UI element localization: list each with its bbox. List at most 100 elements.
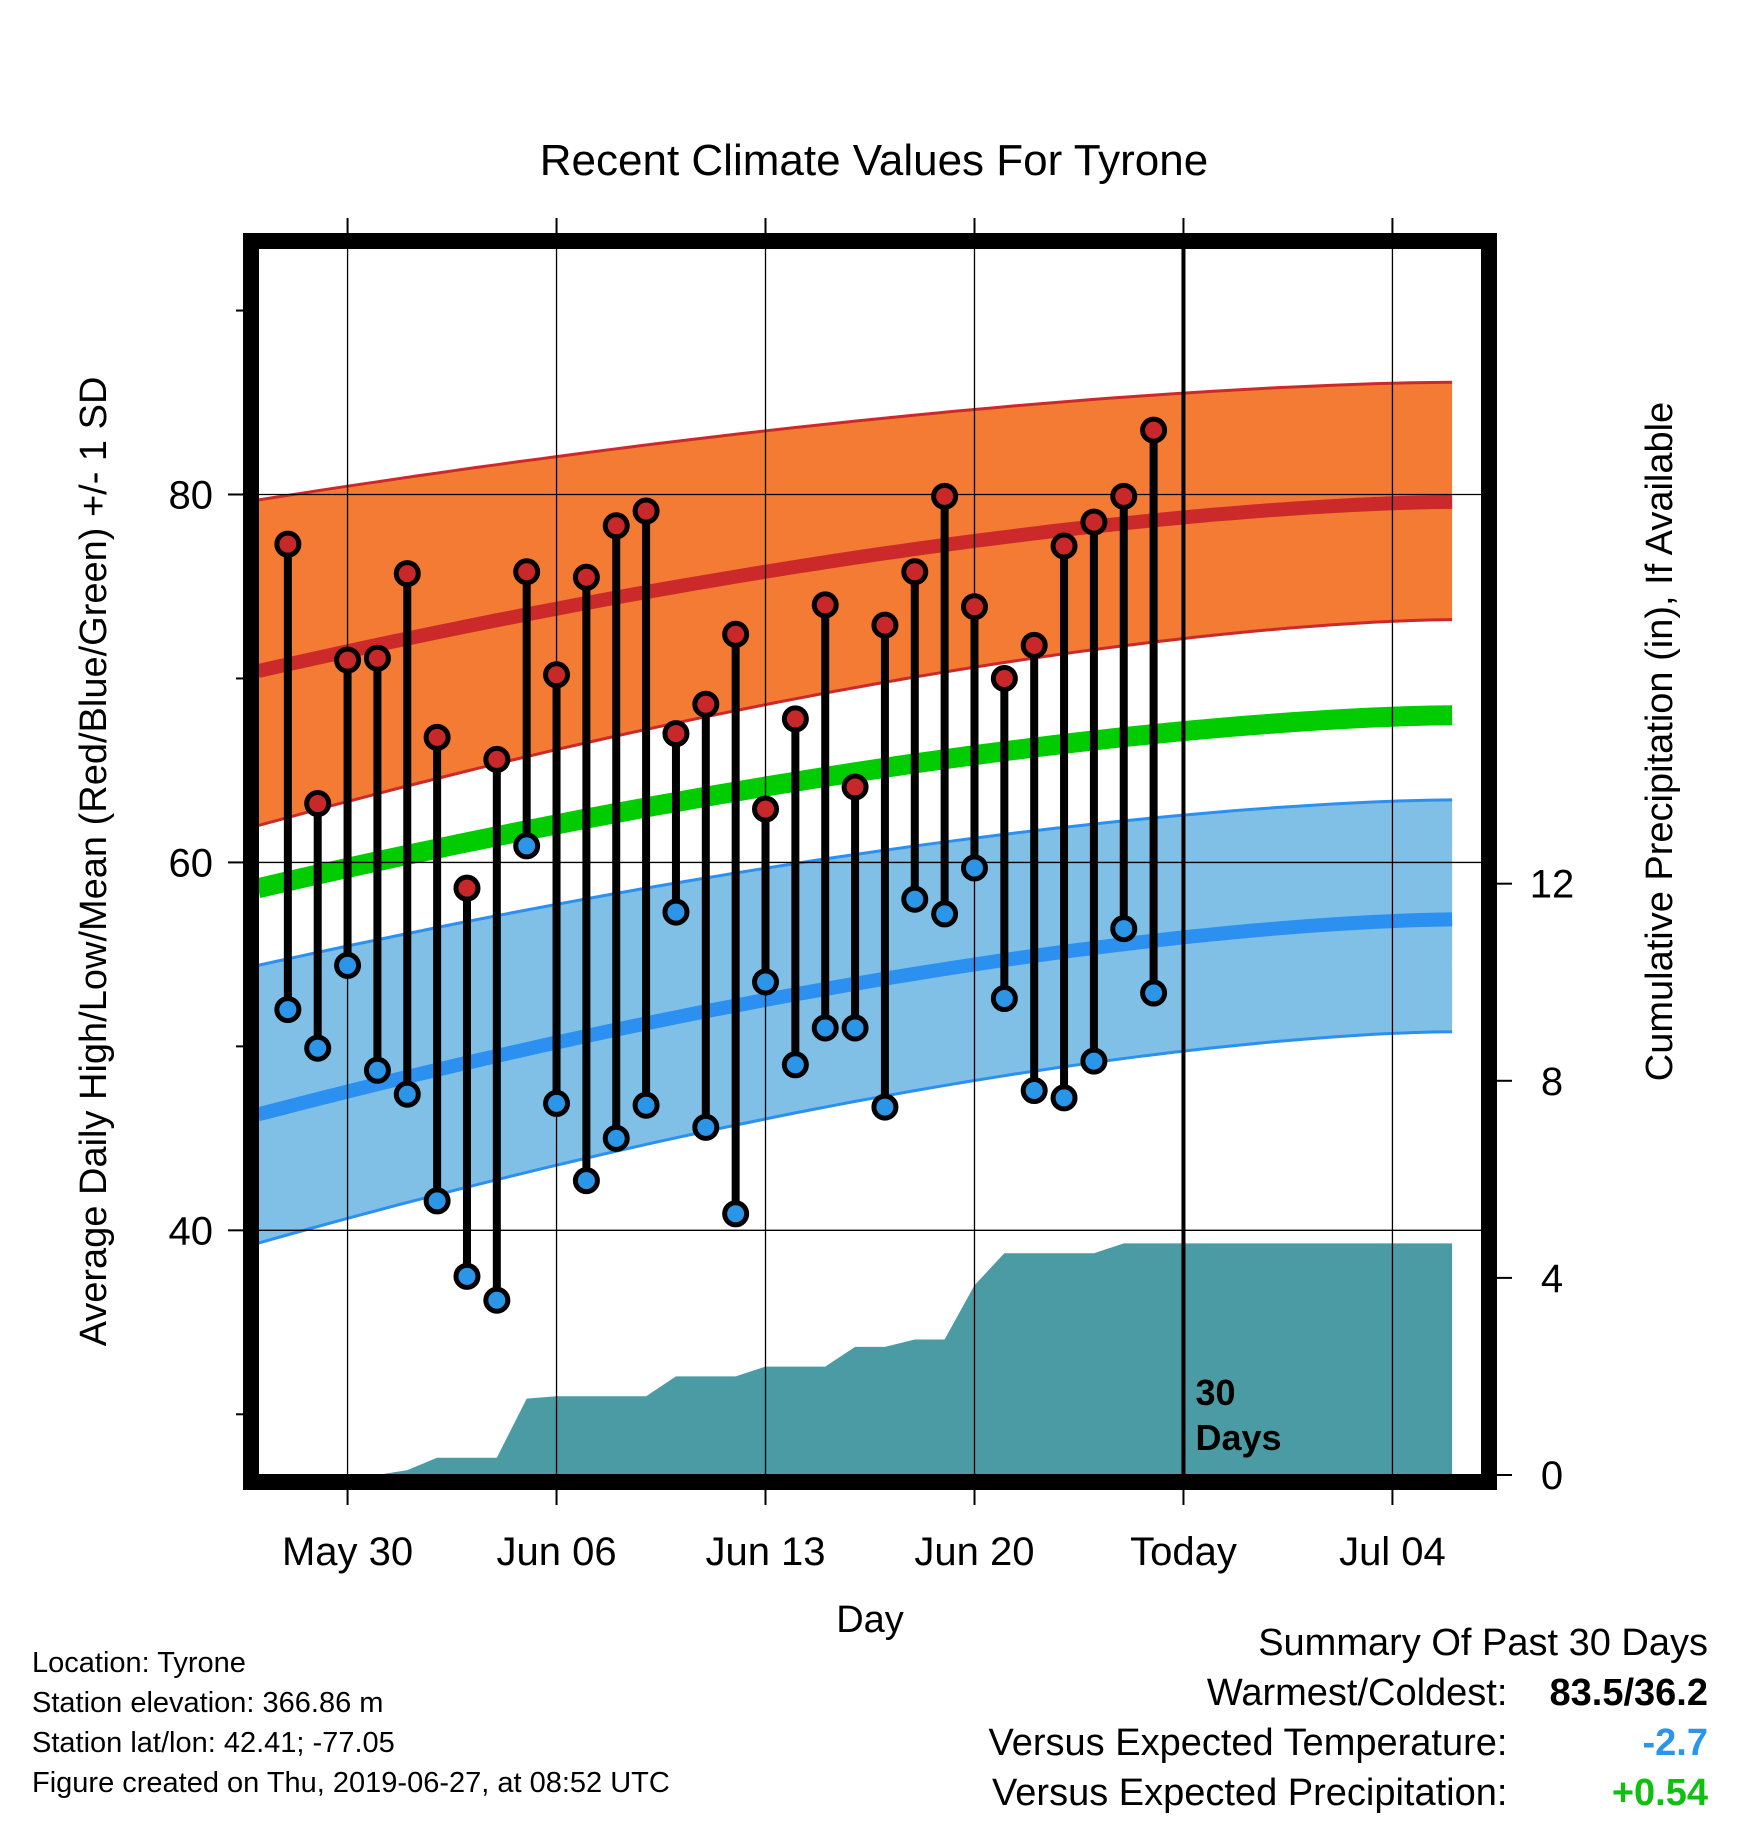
low-marker <box>602 1124 630 1152</box>
high-marker <box>334 646 362 674</box>
high-marker <box>990 664 1018 692</box>
high-lower-line <box>257 618 1453 828</box>
low-marker <box>662 898 690 926</box>
y-axis-right-label: Cumulative Precipitation (in), If Availa… <box>1639 402 1681 1081</box>
high-marker <box>453 874 481 902</box>
high-marker <box>632 497 660 525</box>
low-marker <box>990 985 1018 1013</box>
warm-cold-value: 83.5/36.2 <box>1549 1672 1708 1714</box>
x-tick-label: Jul 04 <box>1339 1530 1446 1574</box>
chart-title: Recent Climate Values For Tyrone <box>540 136 1208 185</box>
high-marker <box>752 795 780 823</box>
y-right-tick-label: 4 <box>1541 1257 1563 1301</box>
high-marker <box>960 593 988 621</box>
low-marker <box>483 1286 511 1314</box>
summary-temp-row: Versus Expected Temperature: -2.7 <box>989 1718 1708 1768</box>
high-marker <box>393 560 421 588</box>
mean-line <box>255 705 1453 898</box>
high-marker <box>543 661 571 689</box>
low-marker <box>931 900 959 928</box>
low-marker <box>363 1056 391 1084</box>
high-marker <box>1140 416 1168 444</box>
low-marker <box>334 951 362 979</box>
high-marker <box>483 745 511 773</box>
ticks-layer: May 30 Jun 06 Jun 13 Jun 20 Today Jul 0440608… <box>169 218 1575 1574</box>
y-left-tick-label: 60 <box>169 841 214 885</box>
low-marker <box>841 1014 869 1042</box>
latlon-text: Station lat/lon: 42.41; -77.05 <box>32 1727 395 1759</box>
high-marker <box>304 790 332 818</box>
low-marker <box>1110 915 1138 943</box>
high-marker <box>662 720 690 748</box>
created-text: Figure created on Thu, 2019-06-27, at 08… <box>32 1767 670 1799</box>
high-marker <box>692 690 720 718</box>
high-marker <box>1020 631 1048 659</box>
x-tick-label: Today <box>1130 1530 1237 1574</box>
y-right-tick-label: 8 <box>1541 1060 1563 1104</box>
x-tick-label: Jun 13 <box>705 1530 825 1574</box>
x-tick-label: May 30 <box>282 1530 413 1574</box>
y-left-tick-label: 80 <box>169 474 214 518</box>
low-marker <box>781 1051 809 1079</box>
today-days-line: 30 <box>1195 1372 1235 1413</box>
y-right-tick-label: 12 <box>1530 863 1575 907</box>
low-marker <box>960 854 988 882</box>
precip-value: +0.54 <box>1611 1772 1708 1814</box>
high-upper-line <box>257 380 1453 502</box>
high-marker <box>1050 532 1078 560</box>
high-marker <box>781 705 809 733</box>
high-marker <box>841 773 869 801</box>
low-marker <box>1140 979 1168 1007</box>
low-lower-line <box>257 1030 1453 1245</box>
low-marker <box>1020 1077 1048 1105</box>
y-axis-left-label: Average Daily High/Low/Mean (Red/Blue/Gr… <box>73 377 115 1347</box>
low-marker <box>871 1093 899 1121</box>
high-marker <box>513 558 541 586</box>
summary-warm-cold-row: Warmest/Coldest: 83.5/36.2 <box>989 1668 1708 1718</box>
high-marker <box>722 620 750 648</box>
high-marker <box>901 558 929 586</box>
low-marker <box>423 1187 451 1215</box>
high-marker <box>1080 508 1108 536</box>
high-marker <box>572 563 600 591</box>
low-marker <box>304 1034 332 1062</box>
high-marker <box>363 644 391 672</box>
station-info: Location: Tyrone Station elevation: 366.… <box>32 1643 670 1803</box>
y-right-tick-label: 0 <box>1541 1454 1563 1498</box>
temp-label: Versus Expected Temperature: <box>988 1722 1508 1764</box>
low-marker <box>1050 1084 1078 1112</box>
low-marker <box>901 885 929 913</box>
today-days-line: Days <box>1195 1417 1281 1458</box>
summary-heading: Summary Of Past 30 Days <box>1258 1622 1708 1664</box>
low-marker <box>543 1089 571 1117</box>
low-marker <box>393 1080 421 1108</box>
low-marker <box>752 968 780 996</box>
elevation-text: Station elevation: 366.86 m <box>32 1687 384 1719</box>
high-marker <box>871 611 899 639</box>
low-marker <box>811 1014 839 1042</box>
high-marker <box>1110 482 1138 510</box>
temp-value: -2.7 <box>1642 1722 1708 1764</box>
summary-precip-row: Versus Expected Precipitation: +0.54 <box>989 1768 1708 1818</box>
high-marker <box>274 530 302 558</box>
x-tick-label: Jun 20 <box>914 1530 1034 1574</box>
x-axis-label: Day <box>836 1599 904 1641</box>
today-days-label: 30 Days <box>1195 1372 1281 1458</box>
low-marker <box>572 1167 600 1195</box>
high-marker <box>811 591 839 619</box>
low-marker <box>453 1262 481 1290</box>
warm-cold-label: Warmest/Coldest: <box>1206 1672 1508 1714</box>
precip-label: Versus Expected Precipitation: <box>992 1772 1508 1814</box>
bars-layer <box>274 416 1168 1314</box>
summary-panel: Summary Of Past 30 Days Warmest/Coldest:… <box>989 1618 1708 1818</box>
low-marker <box>513 832 541 860</box>
location-text: Location: Tyrone <box>32 1647 246 1679</box>
high-marker <box>602 512 630 540</box>
y-left-tick-label: 40 <box>169 1209 214 1253</box>
plot-frame <box>243 233 1497 1490</box>
high-mean-line <box>256 494 1453 678</box>
frame-layer <box>243 233 1497 1490</box>
low-marker <box>274 996 302 1024</box>
low-marker <box>632 1091 660 1119</box>
